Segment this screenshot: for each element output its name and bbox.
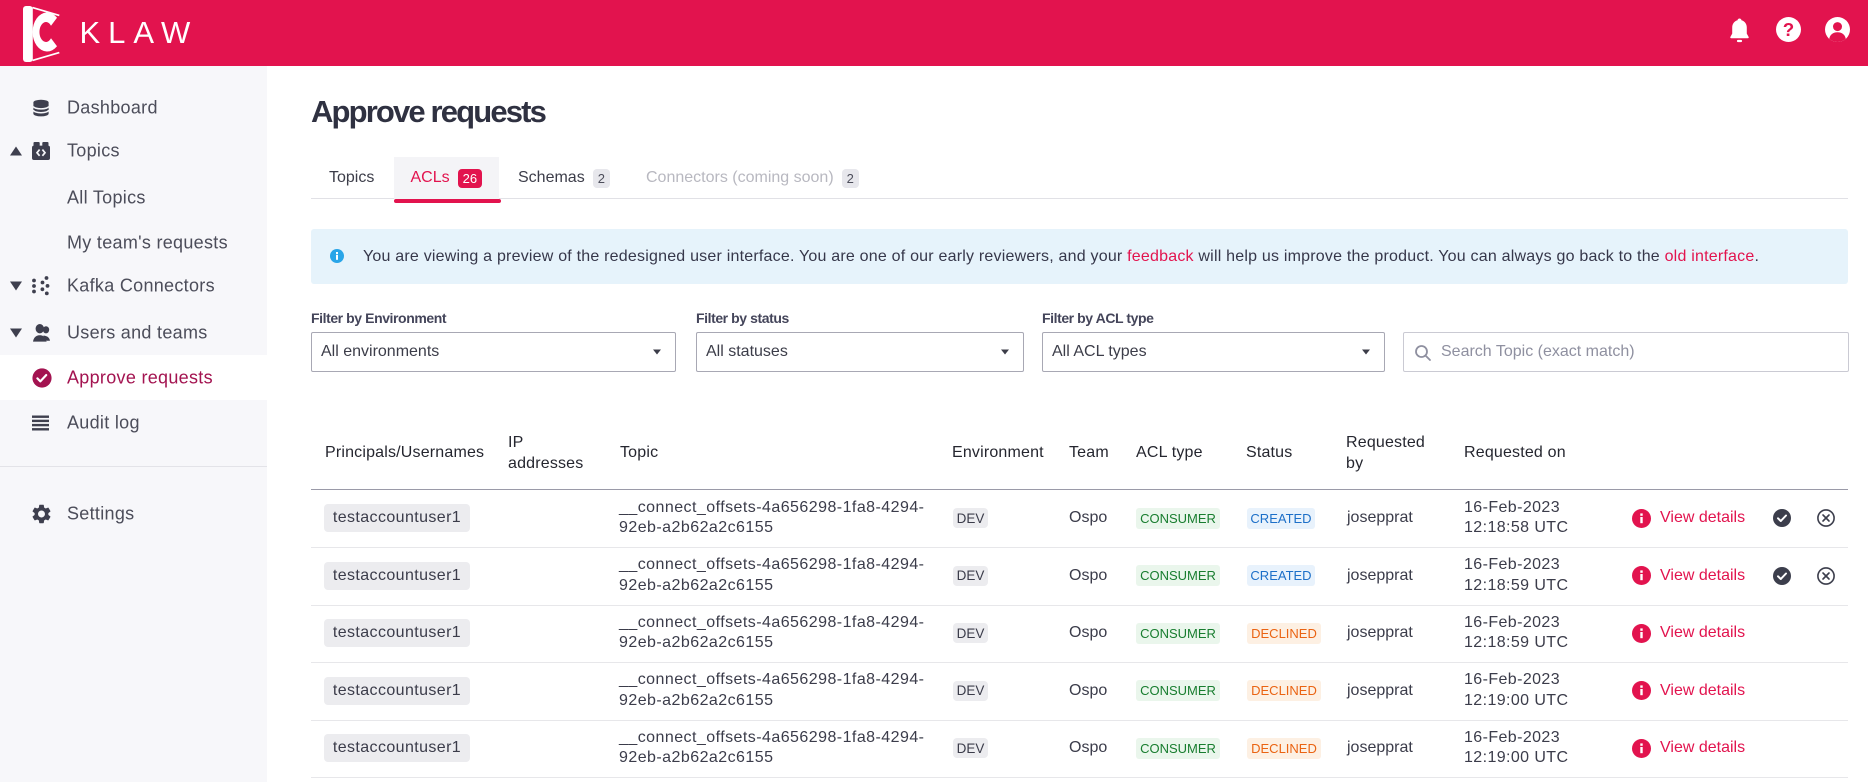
svg-text:?: ? <box>1783 19 1794 40</box>
